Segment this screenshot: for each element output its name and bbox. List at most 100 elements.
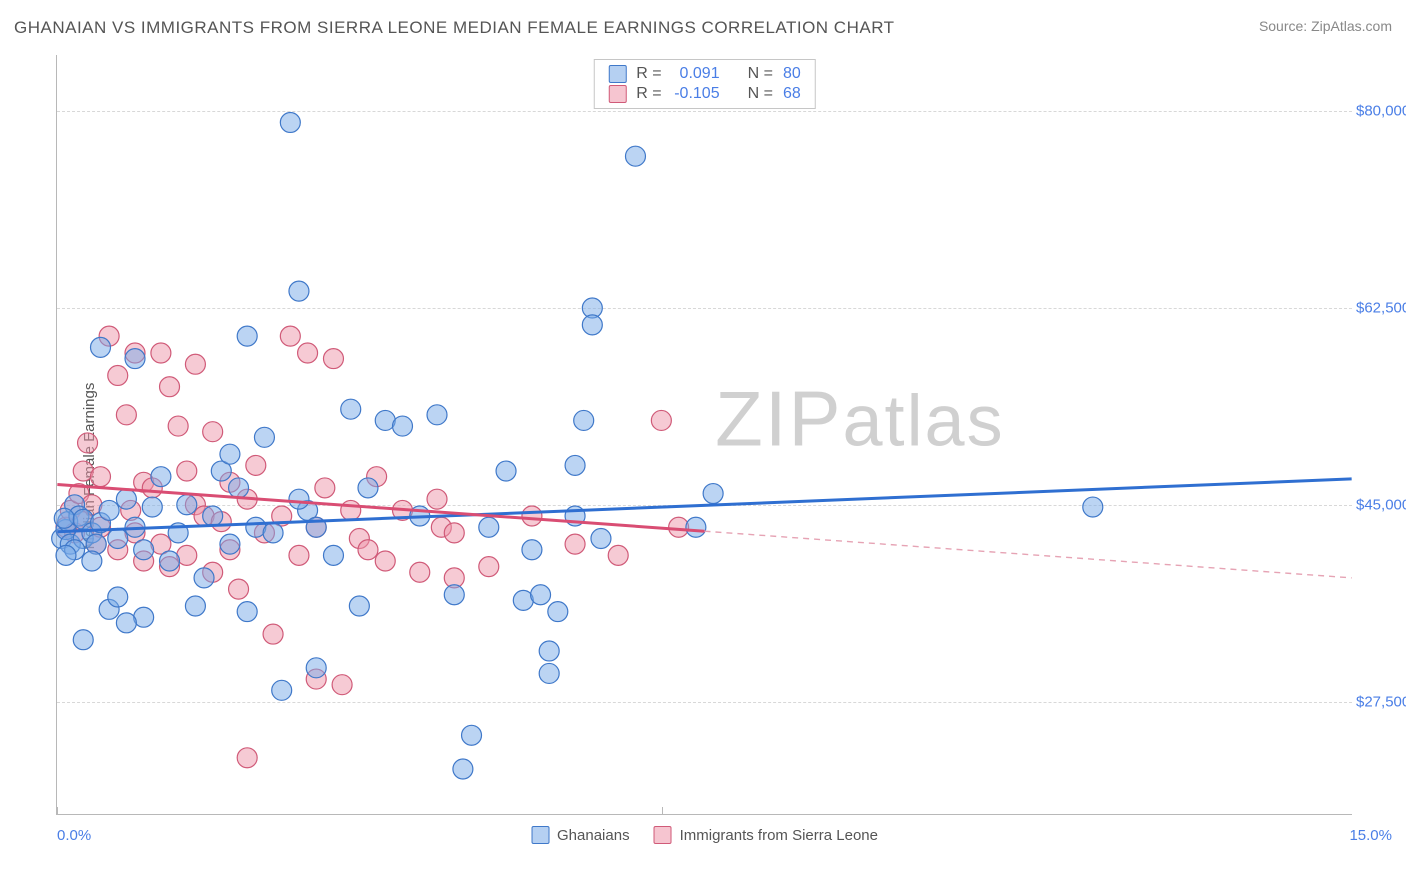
stats-n-label: N =: [748, 65, 773, 83]
scatter-point-sierra: [565, 534, 585, 554]
scatter-point-sierra: [444, 523, 464, 543]
scatter-point-ghanaians: [177, 495, 197, 515]
bottom-legend: Ghanaians Immigrants from Sierra Leone: [531, 826, 878, 844]
x-tick-mark: [662, 807, 663, 815]
legend-item-sierra: Immigrants from Sierra Leone: [654, 826, 878, 844]
scatter-point-ghanaians: [220, 534, 240, 554]
scatter-point-ghanaians: [341, 399, 361, 419]
scatter-point-ghanaians: [349, 596, 369, 616]
stats-row-blue: R = 0.091 N = 80: [608, 64, 800, 84]
stats-r-label: R =: [636, 85, 661, 103]
scatter-point-ghanaians: [539, 663, 559, 683]
scatter-point-ghanaians: [444, 585, 464, 605]
swatch-pink-icon: [608, 85, 626, 103]
scatter-point-ghanaians: [134, 540, 154, 560]
stats-row-pink: R = -0.105 N = 68: [608, 84, 800, 104]
scatter-point-ghanaians: [99, 500, 119, 520]
scatter-point-ghanaians: [591, 529, 611, 549]
scatter-point-ghanaians: [393, 416, 413, 436]
scatter-point-ghanaians: [272, 680, 292, 700]
scatter-point-ghanaians: [358, 478, 378, 498]
scatter-point-ghanaians: [116, 613, 136, 633]
stats-r-label: R =: [636, 65, 661, 83]
scatter-point-sierra: [263, 624, 283, 644]
scatter-point-ghanaians: [263, 523, 283, 543]
scatter-point-sierra: [298, 343, 318, 363]
scatter-point-ghanaians: [160, 551, 180, 571]
scatter-point-ghanaians: [306, 658, 326, 678]
scatter-point-ghanaians: [54, 508, 74, 528]
swatch-blue-icon: [531, 826, 549, 844]
scatter-point-ghanaians: [142, 497, 162, 517]
scatter-point-ghanaians: [289, 281, 309, 301]
scatter-point-ghanaians: [73, 630, 93, 650]
scatter-point-sierra: [246, 455, 266, 475]
scatter-point-sierra: [168, 416, 188, 436]
scatter-point-ghanaians: [289, 489, 309, 509]
swatch-pink-icon: [654, 826, 672, 844]
stats-n-value: 68: [783, 85, 801, 103]
swatch-blue-icon: [608, 65, 626, 83]
scatter-point-sierra: [108, 365, 128, 385]
stats-r-value: -0.105: [672, 85, 720, 103]
scatter-point-ghanaians: [548, 602, 568, 622]
scatter-point-ghanaians: [1083, 497, 1103, 517]
scatter-point-ghanaians: [462, 725, 482, 745]
scatter-point-ghanaians: [203, 506, 223, 526]
scatter-point-sierra: [315, 478, 335, 498]
chart-title: GHANAIAN VS IMMIGRANTS FROM SIERRA LEONE…: [14, 18, 895, 37]
scatter-point-sierra: [522, 506, 542, 526]
scatter-point-sierra: [91, 467, 111, 487]
scatter-point-ghanaians: [125, 349, 145, 369]
scatter-point-sierra: [116, 405, 136, 425]
scatter-point-ghanaians: [686, 517, 706, 537]
stats-r-value: 0.091: [672, 65, 720, 83]
plot-area: $27,500 $45,000 $62,500 $80,000 ZIPatlas…: [56, 55, 1352, 815]
scatter-point-ghanaians: [237, 602, 257, 622]
scatter-point-sierra: [332, 675, 352, 695]
x-tick-mark: [57, 807, 58, 815]
scatter-point-sierra: [280, 326, 300, 346]
scatter-point-sierra: [151, 343, 171, 363]
scatter-point-ghanaians: [531, 585, 551, 605]
scatter-point-ghanaians: [479, 517, 499, 537]
y-tick-label: $45,000: [1356, 497, 1406, 514]
scatter-point-sierra: [608, 545, 628, 565]
stats-legend-box: R = 0.091 N = 80 R = -0.105 N = 68: [593, 59, 815, 109]
scatter-point-ghanaians: [565, 455, 585, 475]
scatter-point-ghanaians: [703, 484, 723, 504]
scatter-point-ghanaians: [194, 568, 214, 588]
scatter-point-ghanaians: [82, 551, 102, 571]
stats-n-value: 80: [783, 65, 801, 83]
scatter-point-sierra: [375, 551, 395, 571]
y-tick-label: $62,500: [1356, 300, 1406, 317]
scatter-point-sierra: [651, 410, 671, 430]
scatter-point-sierra: [341, 500, 361, 520]
scatter-point-ghanaians: [280, 112, 300, 132]
scatter-point-ghanaians: [91, 337, 111, 357]
header: GHANAIAN VS IMMIGRANTS FROM SIERRA LEONE…: [14, 18, 1392, 48]
scatter-point-sierra: [78, 433, 98, 453]
stats-n-label: N =: [748, 85, 773, 103]
legend-label: Immigrants from Sierra Leone: [680, 827, 878, 844]
scatter-point-ghanaians: [185, 596, 205, 616]
scatter-point-sierra: [229, 579, 249, 599]
scatter-point-sierra: [289, 545, 309, 565]
scatter-point-ghanaians: [625, 146, 645, 166]
scatter-point-sierra: [410, 562, 430, 582]
scatter-point-sierra: [185, 354, 205, 374]
y-tick-label: $80,000: [1356, 103, 1406, 120]
scatter-point-ghanaians: [496, 461, 516, 481]
scatter-point-sierra: [177, 461, 197, 481]
scatter-point-ghanaians: [254, 427, 274, 447]
x-tick-right: 15.0%: [1349, 827, 1392, 844]
scatter-point-ghanaians: [453, 759, 473, 779]
scatter-point-ghanaians: [582, 315, 602, 335]
scatter-point-ghanaians: [108, 587, 128, 607]
legend-item-ghanaians: Ghanaians: [531, 826, 630, 844]
scatter-point-sierra: [358, 540, 378, 560]
source-attribution: Source: ZipAtlas.com: [1259, 18, 1392, 34]
scatter-point-ghanaians: [108, 529, 128, 549]
x-tick-left: 0.0%: [57, 827, 91, 844]
scatter-point-ghanaians: [237, 326, 257, 346]
